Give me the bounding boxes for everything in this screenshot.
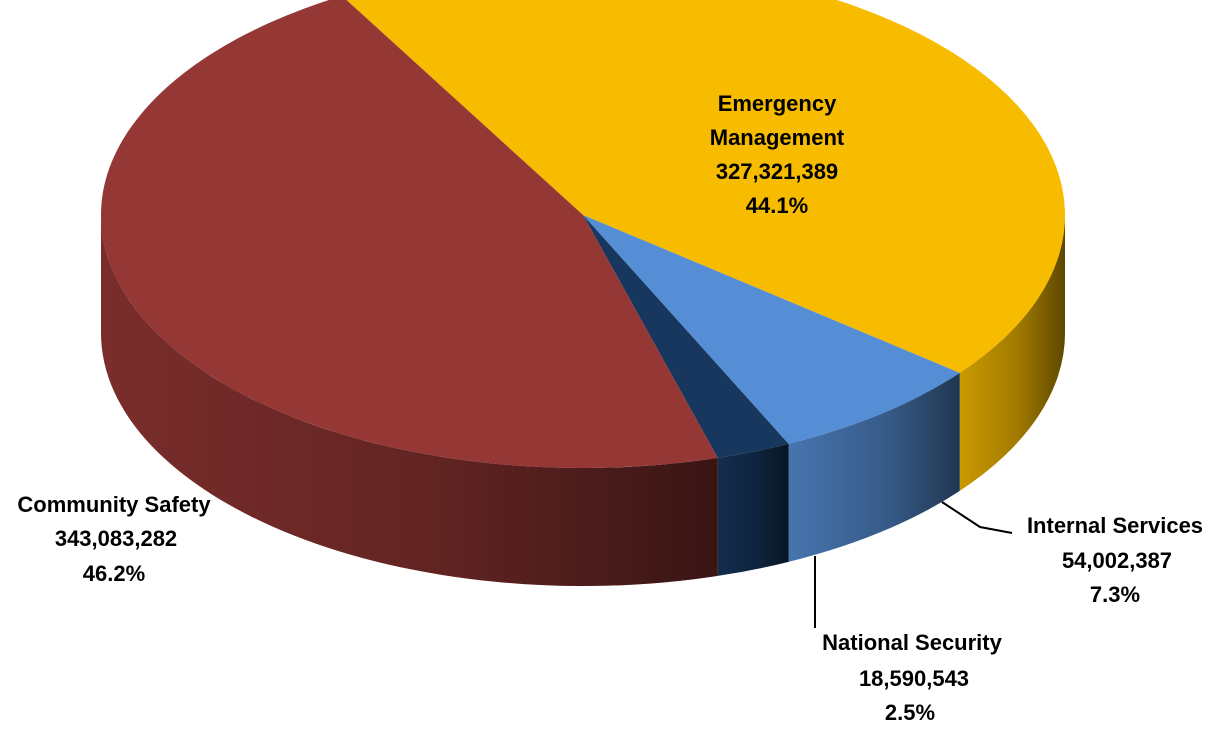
slice-percent-label: 46.2% bbox=[83, 561, 145, 586]
label-internal-services: Internal Services 54,002,387 7.3% bbox=[1027, 513, 1203, 607]
slice-national-security bbox=[583, 215, 789, 458]
pie-top-faces bbox=[101, 0, 1065, 468]
slice-percent-label: 44.1% bbox=[746, 193, 808, 218]
side-shade-emergency-management bbox=[959, 215, 1065, 491]
label-community-safety: Community Safety 343,083,282 46.2% bbox=[17, 492, 211, 586]
leader-line-internal-services bbox=[941, 501, 1013, 534]
slice-name-label: National Security bbox=[822, 630, 1002, 655]
slice-internal-services bbox=[583, 215, 960, 444]
slice-community-safety bbox=[101, 0, 718, 468]
leader-lines bbox=[814, 501, 1013, 628]
slice-name-line1: Emergency bbox=[718, 91, 837, 116]
slice-name-label: Community Safety bbox=[17, 492, 211, 517]
label-emergency-management: Emergency Management 327,321,389 44.1% bbox=[710, 91, 845, 218]
slice-percent-label: 2.5% bbox=[885, 700, 935, 725]
slice-value-label: 327,321,389 bbox=[716, 159, 838, 184]
label-national-security: National Security 18,590,543 2.5% bbox=[822, 630, 1002, 725]
slice-percent-label: 7.3% bbox=[1090, 582, 1140, 607]
side-shade-internal-services bbox=[788, 372, 960, 562]
side-shade-national-security bbox=[717, 443, 789, 576]
slice-value-label: 18,590,543 bbox=[859, 666, 969, 691]
slice-name-line2: Management bbox=[710, 125, 845, 150]
pie-side-walls bbox=[101, 215, 1065, 586]
slice-value-label: 343,083,282 bbox=[55, 526, 177, 551]
slice-name-label: Internal Services bbox=[1027, 513, 1203, 538]
side-shade-community-safety bbox=[101, 215, 718, 586]
slice-value-label: 54,002,387 bbox=[1062, 548, 1172, 573]
slice-emergency-management bbox=[346, 0, 1065, 373]
